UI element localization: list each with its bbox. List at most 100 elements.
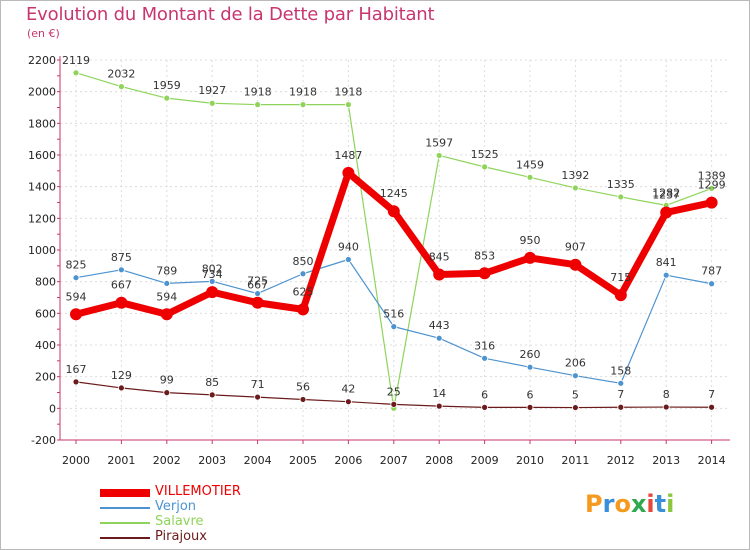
legend-label: Salavre bbox=[155, 514, 204, 529]
logo-letter: o bbox=[614, 490, 631, 518]
series-group bbox=[70, 69, 718, 412]
legend-label: Verjon bbox=[155, 499, 197, 514]
data-label-salavre: 1597 bbox=[425, 136, 453, 149]
point-verjon bbox=[163, 280, 171, 287]
point-villemotier bbox=[115, 296, 128, 309]
point-pirajoux bbox=[208, 391, 216, 399]
x-tick-label: 2011 bbox=[561, 454, 589, 467]
point-verjon bbox=[299, 270, 307, 278]
point-villemotier bbox=[705, 196, 718, 209]
logo-letter: r bbox=[602, 490, 615, 518]
x-tick-label: 2003 bbox=[198, 454, 226, 467]
y-tick-label: -200 bbox=[31, 434, 56, 447]
legend-swatch bbox=[100, 489, 150, 497]
x-tick-label: 2012 bbox=[607, 454, 635, 467]
data-label-pirajoux: 6 bbox=[481, 388, 488, 401]
y-tick-label: 600 bbox=[35, 307, 56, 320]
y-tick-label: 200 bbox=[35, 371, 56, 384]
y-tick-label: 1800 bbox=[28, 117, 56, 130]
point-villemotier bbox=[387, 205, 400, 218]
data-label-villemotier: 853 bbox=[474, 249, 495, 262]
data-label-villemotier: 667 bbox=[247, 279, 268, 292]
y-tick-label: 800 bbox=[35, 276, 56, 289]
x-tick-label: 2007 bbox=[380, 454, 408, 467]
point-verjon bbox=[344, 256, 352, 263]
point-pirajoux bbox=[163, 389, 171, 397]
data-label-pirajoux: 167 bbox=[66, 363, 87, 376]
data-label-pirajoux: 8 bbox=[663, 388, 670, 401]
data-label-villemotier: 594 bbox=[66, 290, 87, 303]
y-tick-label: 400 bbox=[35, 339, 56, 352]
point-villemotier bbox=[206, 286, 219, 299]
y-tick-label: 1000 bbox=[28, 244, 56, 257]
data-label-pirajoux: 7 bbox=[617, 388, 624, 401]
point-salavre bbox=[163, 94, 171, 102]
point-pirajoux bbox=[572, 404, 579, 411]
point-salavre bbox=[344, 101, 352, 109]
x-tick-label: 2010 bbox=[516, 454, 544, 467]
data-label-verjon: 260 bbox=[520, 348, 541, 361]
data-label-salavre: 1918 bbox=[334, 86, 362, 99]
logo-letter: P bbox=[585, 490, 603, 518]
y-tick-label: 1200 bbox=[28, 212, 56, 225]
point-salavre bbox=[435, 152, 443, 159]
legend-label: Pirajoux bbox=[155, 529, 207, 544]
data-label-pirajoux: 99 bbox=[160, 374, 174, 387]
data-label-verjon: 789 bbox=[156, 264, 177, 277]
x-tick-label: 2000 bbox=[62, 454, 90, 467]
y-tick-label: 1600 bbox=[28, 149, 56, 162]
x-tick-label: 2009 bbox=[471, 454, 499, 467]
data-label-salavre: 1282 bbox=[652, 186, 680, 199]
point-verjon bbox=[390, 323, 398, 331]
data-label-verjon: 875 bbox=[111, 251, 132, 264]
point-villemotier bbox=[478, 267, 491, 280]
y-tick-label: 2200 bbox=[28, 54, 56, 67]
data-label-villemotier: 625 bbox=[293, 285, 314, 298]
x-tick-label: 2008 bbox=[425, 454, 453, 467]
point-villemotier bbox=[342, 166, 355, 179]
x-tick-label: 2004 bbox=[244, 454, 272, 467]
data-label-salavre: 1392 bbox=[561, 169, 589, 182]
data-label-salavre: 1389 bbox=[698, 169, 726, 182]
point-verjon bbox=[662, 271, 670, 279]
legend-swatch bbox=[100, 522, 150, 524]
x-tick-label: 2013 bbox=[652, 454, 680, 467]
data-label-verjon: 802 bbox=[202, 262, 223, 275]
data-label-verjon: 825 bbox=[66, 259, 87, 272]
data-label-villemotier: 845 bbox=[429, 251, 450, 264]
y-tick-label: 2000 bbox=[28, 86, 56, 99]
data-label-pirajoux: 6 bbox=[527, 388, 534, 401]
x-tick-label: 2006 bbox=[334, 454, 362, 467]
point-villemotier bbox=[524, 251, 536, 264]
point-salavre bbox=[254, 101, 262, 109]
legend-swatch bbox=[100, 507, 150, 509]
data-label-verjon: 850 bbox=[293, 255, 314, 268]
point-villemotier bbox=[297, 303, 309, 316]
point-verjon bbox=[254, 290, 262, 297]
point-verjon bbox=[118, 266, 125, 274]
chart-subtitle: (en €) bbox=[27, 27, 60, 40]
logo-letter: i bbox=[646, 490, 655, 518]
x-tick-label: 2002 bbox=[153, 454, 181, 467]
point-villemotier bbox=[70, 308, 82, 321]
data-label-pirajoux: 14 bbox=[432, 387, 446, 400]
data-label-pirajoux: 56 bbox=[296, 380, 310, 393]
legend-swatch bbox=[100, 537, 150, 539]
point-pirajoux bbox=[526, 403, 534, 411]
point-verjon bbox=[572, 372, 579, 380]
data-label-villemotier: 734 bbox=[202, 268, 223, 281]
data-label-verjon: 841 bbox=[656, 256, 677, 269]
chart-title: Evolution du Montant de la Dette par Hab… bbox=[26, 4, 435, 25]
data-label-verjon: 158 bbox=[610, 364, 631, 377]
data-label-villemotier: 667 bbox=[111, 279, 132, 292]
x-tick-label: 2014 bbox=[698, 454, 726, 467]
point-villemotier bbox=[251, 296, 264, 309]
data-label-verjon: 206 bbox=[565, 357, 586, 370]
point-villemotier bbox=[160, 308, 173, 321]
point-salavre bbox=[708, 185, 715, 192]
x-tick-label: 2001 bbox=[107, 454, 135, 467]
data-label-pirajoux: 129 bbox=[111, 369, 132, 382]
data-label-verjon: 316 bbox=[474, 339, 495, 352]
